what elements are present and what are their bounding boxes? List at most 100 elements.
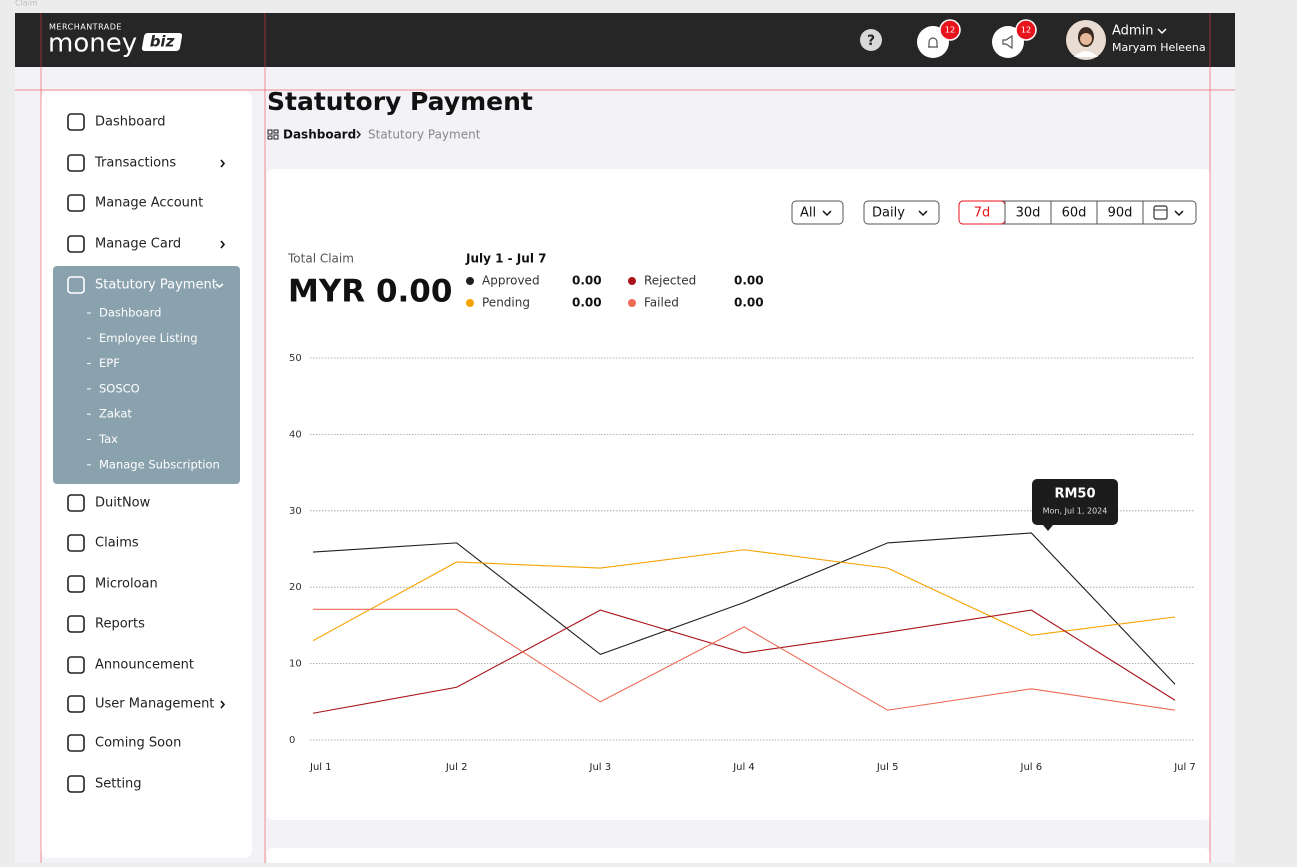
summary-label: Total Claim [287, 252, 354, 266]
breadcrumb-icon [267, 129, 279, 140]
notification-badge [939, 19, 961, 41]
menu-icon [67, 113, 85, 131]
series-line [312, 549, 1176, 642]
menu-item[interactable]: Dashboard [95, 115, 166, 130]
submenu-item[interactable]: Employee Listing [99, 331, 198, 345]
submenu-item[interactable]: Tax [98, 432, 118, 446]
avatar-body [1074, 51, 1098, 57]
x-tick-label: Jul 1 [309, 762, 332, 773]
legend-total: 0.00 [734, 274, 764, 288]
brand-main: money [48, 29, 137, 59]
submenu-item[interactable]: Zakat [99, 407, 132, 421]
menu-icon [67, 775, 85, 793]
legend-label: Approved [482, 274, 540, 288]
menu-item[interactable]: Setting [95, 777, 142, 792]
summary-amount: MYR 0.00 [288, 274, 452, 310]
page-title: Statutory Payment [267, 87, 533, 116]
menu-icon [67, 534, 85, 552]
announcement-badge [1015, 19, 1037, 41]
y-tick-label: 50 [289, 353, 302, 364]
x-tick-label: Jul 7 [1173, 762, 1196, 773]
y-tick-label: 40 [289, 429, 302, 440]
sidebar-menu: Dashboard Transactions Manage Account Manag… [67, 113, 226, 793]
bell-icon [928, 37, 938, 48]
legend-dot [628, 299, 636, 307]
menu-icon [67, 494, 85, 512]
menu-item[interactable]: User Management [95, 697, 214, 712]
submenu-item[interactable]: Manage Subscription [99, 457, 220, 471]
tooltip: RM50 Mon, Jul 1, 2024 [1032, 479, 1118, 531]
submenu-item[interactable]: Dashboard [99, 306, 161, 320]
range-button[interactable]: 60d [1062, 206, 1087, 221]
status-filter-label[interactable]: All [800, 206, 816, 221]
series-line [312, 609, 1176, 714]
user-menu-chevron[interactable] [1157, 28, 1167, 35]
menu-icon [67, 695, 85, 713]
menu-item[interactable]: Manage Card [95, 237, 181, 252]
menu-chevron [220, 240, 226, 249]
breadcrumb-link[interactable]: Dashboard [283, 128, 356, 142]
range-button[interactable]: 7d [974, 206, 991, 221]
x-tick-label: Jul 6 [1020, 762, 1043, 773]
x-tick-label: Jul 5 [876, 762, 899, 773]
notification-count: 12 [945, 26, 955, 35]
range-button[interactable]: 90d [1108, 206, 1133, 221]
menu-item[interactable]: Microloan [95, 577, 158, 592]
submenu-item[interactable]: EPF [99, 356, 120, 370]
menu-item[interactable]: Transactions [94, 156, 176, 171]
menu-item[interactable]: Coming Soon [95, 736, 181, 751]
menu-item[interactable]: Statutory Payment [95, 278, 217, 293]
legend-total: 0.00 [734, 296, 764, 310]
legend-label: Pending [482, 296, 530, 310]
chart-card [267, 169, 1210, 820]
announcement-button[interactable] [992, 26, 1024, 58]
legend-label: Failed [644, 296, 679, 310]
menu-icon [67, 615, 85, 633]
y-tick-label: 0 [289, 735, 295, 746]
design-guides [15, 13, 1235, 863]
brand-tag-box [141, 33, 183, 51]
header [15, 13, 1235, 67]
menu-icon [67, 235, 85, 253]
menu-chevron [220, 700, 226, 709]
series-line [312, 532, 1176, 685]
help-icon: ? [867, 33, 875, 49]
menu-item[interactable]: Reports [95, 617, 145, 632]
breadcrumb-separator [356, 130, 361, 139]
tooltip-date: Mon, Jul 1, 2024 [1043, 507, 1108, 516]
sidebar-active-group [53, 266, 240, 484]
legend-total: 0.00 [572, 296, 602, 310]
tooltip-value: RM50 [1054, 487, 1095, 502]
menu-icon [67, 734, 85, 752]
avatar-face [1080, 33, 1092, 45]
chevron [822, 210, 832, 217]
submenu-item[interactable]: SOSCO [99, 381, 140, 395]
menu-icon [67, 154, 85, 172]
legend-total: 0.00 [572, 274, 602, 288]
brand-tag: biz [150, 33, 175, 51]
calendar-button[interactable] [1153, 205, 1184, 220]
line-chart: 0 10 20 30 40 50 Jul 1 Jul 2 Jul 3 Jul 4 Jul 5 Jul … [289, 353, 1196, 773]
status-filter[interactable] [791, 200, 844, 225]
menu-chevron [220, 159, 226, 168]
legend-dot [466, 277, 474, 285]
series-line [313, 608, 1176, 711]
menu-icon [67, 656, 85, 674]
menu-item[interactable]: DuitNow [95, 496, 151, 511]
megaphone-icon [1002, 34, 1013, 50]
tooltip-box [1032, 479, 1118, 525]
menu-item[interactable]: Claims [95, 536, 139, 551]
menu-icon [67, 276, 85, 294]
interval-filter[interactable] [863, 200, 940, 225]
x-tick-label: Jul 2 [445, 762, 468, 773]
user-role[interactable]: Admin [1112, 24, 1153, 39]
menu-item[interactable]: Manage Account [95, 196, 203, 211]
chevron [918, 210, 928, 217]
x-tick-label: Jul 3 [589, 762, 612, 773]
range-button[interactable]: 30d [1016, 206, 1041, 221]
menu-chevron [215, 283, 224, 289]
interval-filter-label[interactable]: Daily [872, 206, 905, 221]
legend-dot [466, 299, 474, 307]
help-button[interactable] [860, 29, 882, 51]
menu-item[interactable]: Announcement [95, 658, 194, 673]
